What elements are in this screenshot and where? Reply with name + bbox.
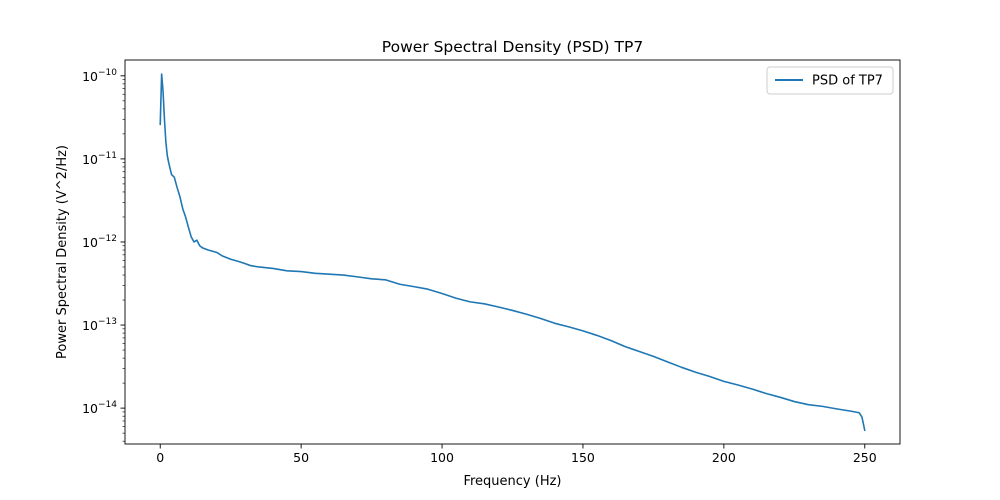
- x-tick-label: 150: [571, 450, 595, 465]
- x-axis: 0 50 100 150 200 250: [156, 444, 877, 465]
- x-tick-label: 50: [293, 450, 309, 465]
- x-tick-label: 100: [430, 450, 454, 465]
- y-tick-label: 10−12: [82, 234, 117, 250]
- x-tick-label: 200: [712, 450, 736, 465]
- legend-label-psd-of-tp7: PSD of TP7: [812, 74, 883, 89]
- y-tick-label: 10−11: [82, 151, 117, 167]
- legend-box: [766, 66, 894, 95]
- y-tick-label: 10−10: [82, 68, 117, 84]
- plot-frame: [124, 59, 901, 445]
- series-layer: [159, 73, 866, 432]
- x-axis-label: Frequency (Hz): [463, 474, 561, 489]
- y-axis-label: Power Spectral Density (V^2/Hz): [55, 145, 70, 359]
- y-tick-label: 10−13: [82, 317, 117, 333]
- legend: PSD of TP7: [766, 66, 894, 95]
- x-tick-label: 250: [853, 450, 877, 465]
- series-line-psd-of-tp7: [159, 73, 866, 432]
- y-axis: 10−10 10−11 10−12 10−13 10−14: [82, 68, 125, 442]
- x-tick-label: 0: [156, 450, 164, 465]
- chart-title: Power Spectral Density (PSD) TP7: [382, 38, 643, 56]
- y-tick-label: 10−14: [82, 400, 117, 416]
